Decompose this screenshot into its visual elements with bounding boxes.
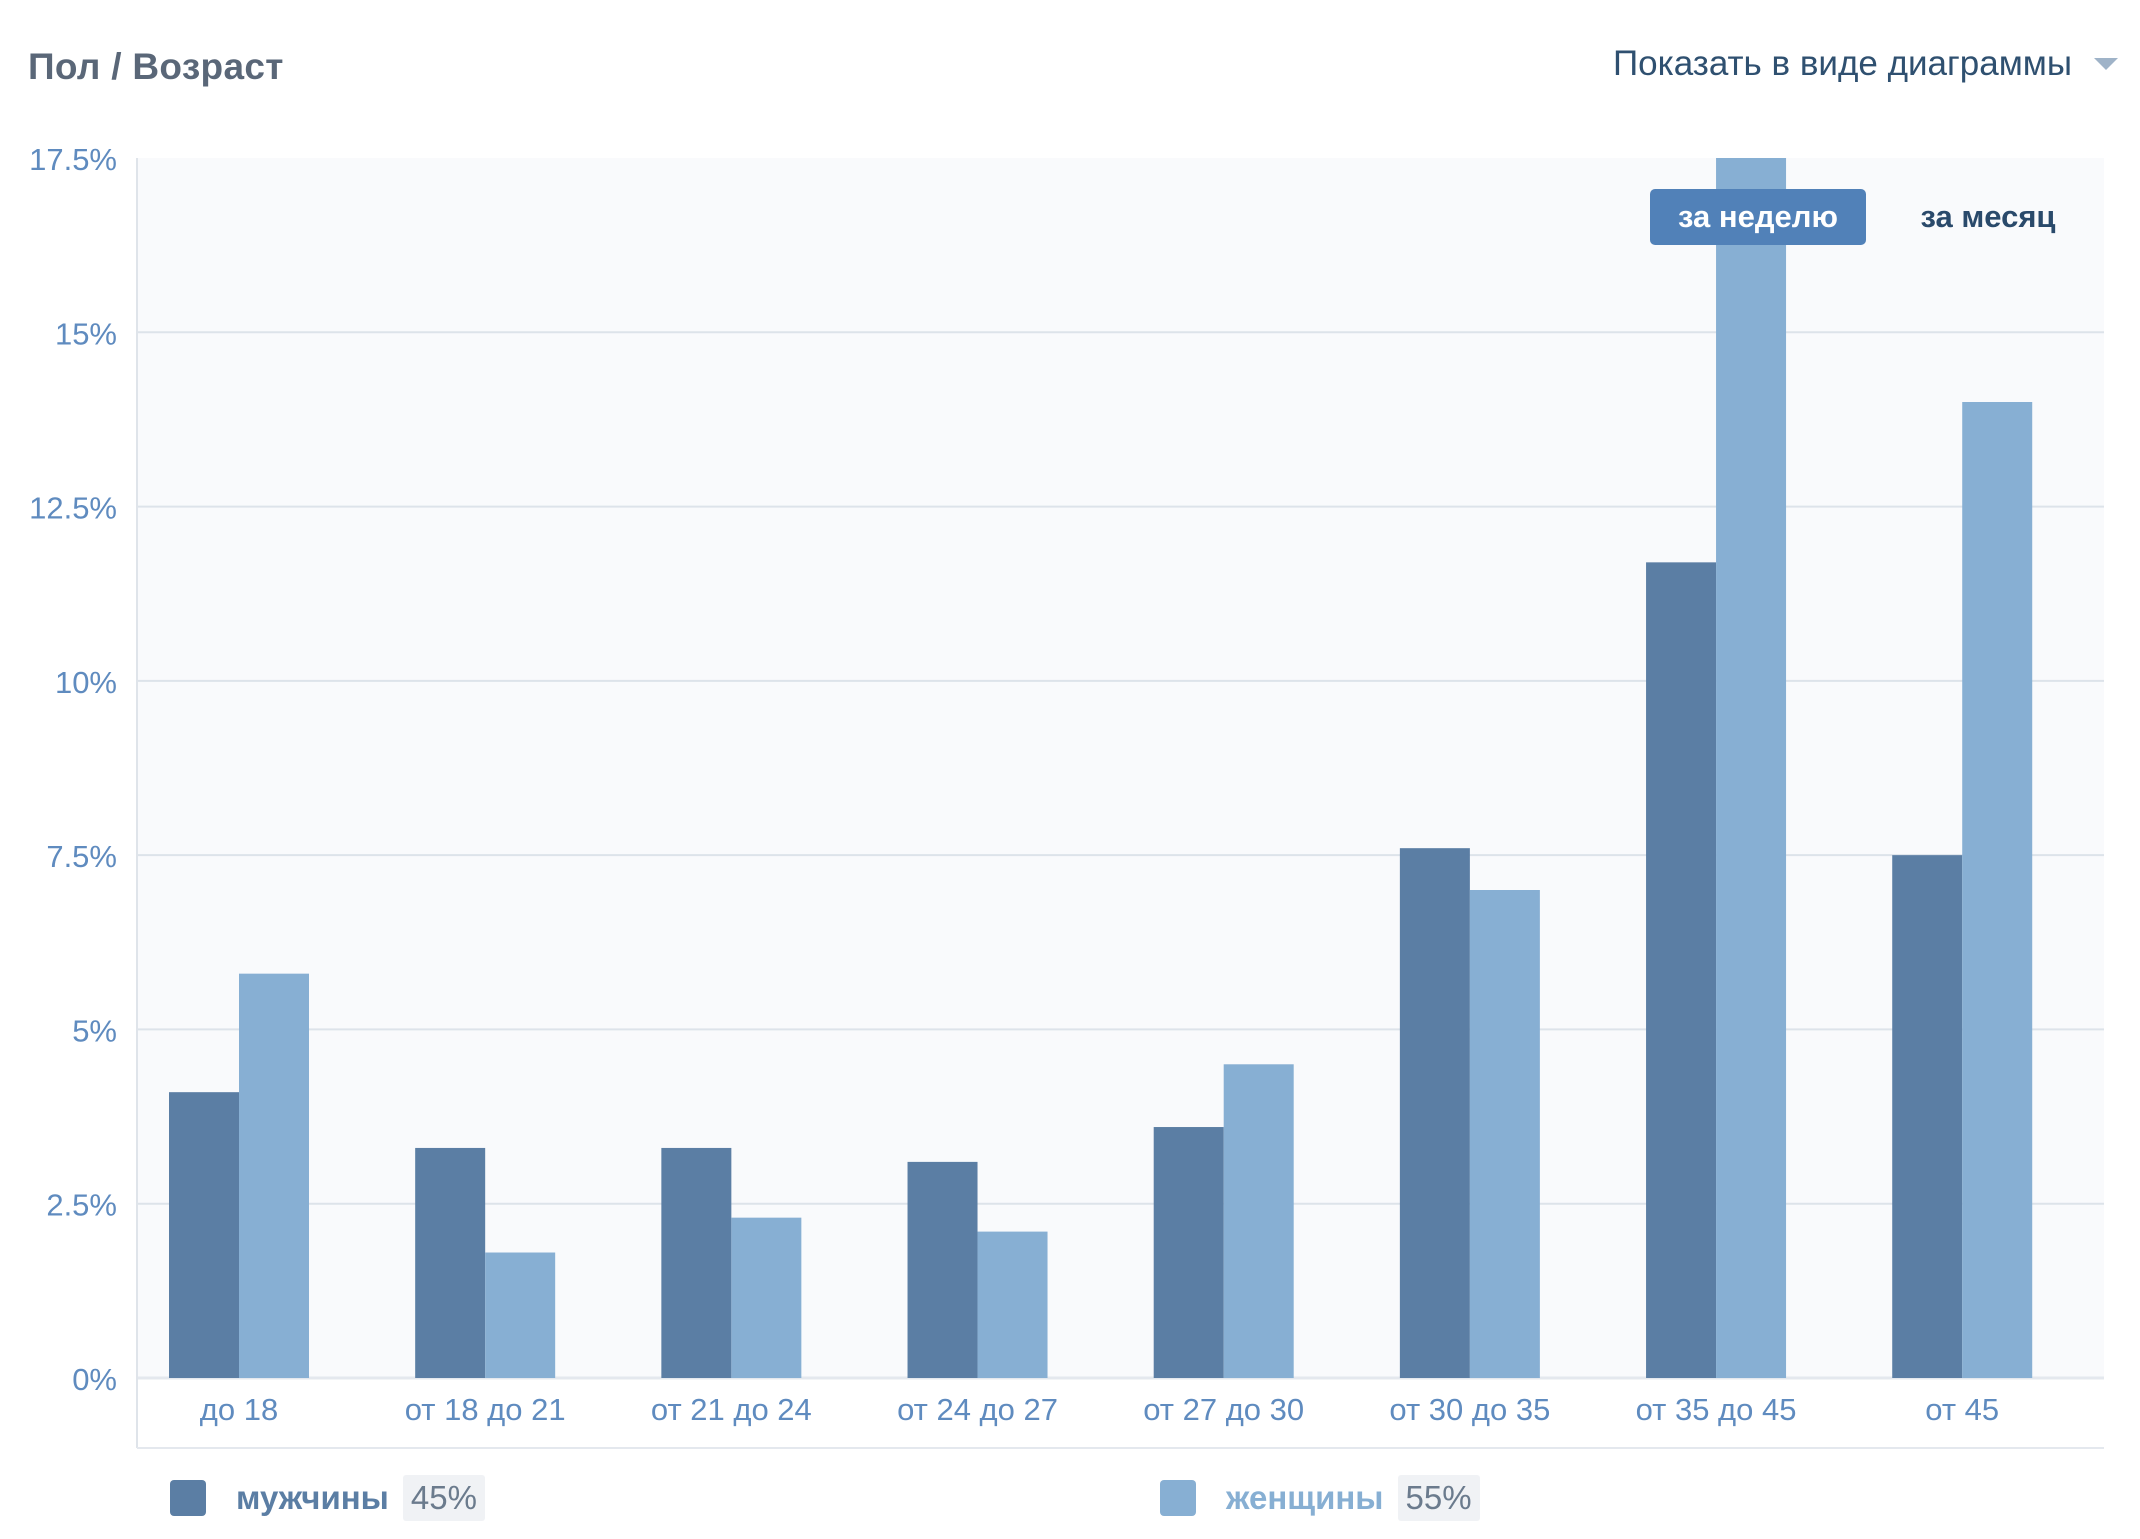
chevron-down-icon [2094,58,2118,70]
chart-view-dropdown[interactable]: Показать в виде диаграммы [1613,44,2118,84]
y-tick-label: 12.5% [29,491,117,526]
x-tick-label: от 35 до 45 [1636,1392,1797,1427]
bar-male [1646,562,1717,1378]
legend-item-female[interactable]: женщины 55% [1160,1475,1480,1521]
y-tick-label: 15% [55,316,117,351]
x-tick-label: от 27 до 30 [1143,1392,1304,1427]
page-title: Пол / Возраст [28,46,284,87]
legend-item-male[interactable]: мужчины 45% [170,1475,485,1521]
x-tick-label: от 45 [1925,1392,1999,1427]
legend-percent-male: 45% [402,1475,485,1521]
bar-male [661,1147,732,1378]
x-tick-label: от 21 до 24 [651,1392,812,1427]
legend-percent-female: 55% [1397,1475,1480,1521]
bar-male [169,1092,239,1378]
y-tick-label: 17.5% [29,142,117,177]
y-tick-label: 10% [55,665,117,700]
bar-male [1892,855,1963,1378]
x-tick-label: от 24 до 27 [897,1392,1058,1427]
chart-view-label: Показать в виде диаграммы [1613,44,2072,83]
legend-label-male: мужчины [236,1479,389,1516]
bar-male [415,1147,486,1378]
bar-female [1716,158,1787,1378]
bar-female [485,1252,556,1378]
x-tick-label: от 30 до 35 [1389,1392,1550,1427]
legend-swatch-male [170,1480,206,1516]
period-month-button[interactable]: за месяц [1920,199,2056,234]
bar-female [239,973,309,1378]
legend-swatch-female [1160,1480,1196,1516]
bar-female [1223,1064,1294,1378]
bar-male [907,1161,978,1378]
x-tick-label: до 18 [200,1392,278,1427]
bar-male [1399,848,1470,1378]
y-tick-label: 2.5% [46,1188,117,1223]
bar-female [1962,402,2033,1378]
period-week-button[interactable]: за неделю [1650,189,1866,245]
bar-female [977,1231,1048,1378]
bar-female [1469,890,1540,1378]
x-tick-label: от 18 до 21 [405,1392,566,1427]
y-tick-label: 5% [72,1013,117,1048]
bar-male [1153,1127,1224,1378]
y-tick-label: 7.5% [46,839,117,874]
y-tick-label: 0% [72,1362,117,1397]
bar-female [731,1217,802,1378]
legend-label-female: женщины [1226,1479,1384,1516]
